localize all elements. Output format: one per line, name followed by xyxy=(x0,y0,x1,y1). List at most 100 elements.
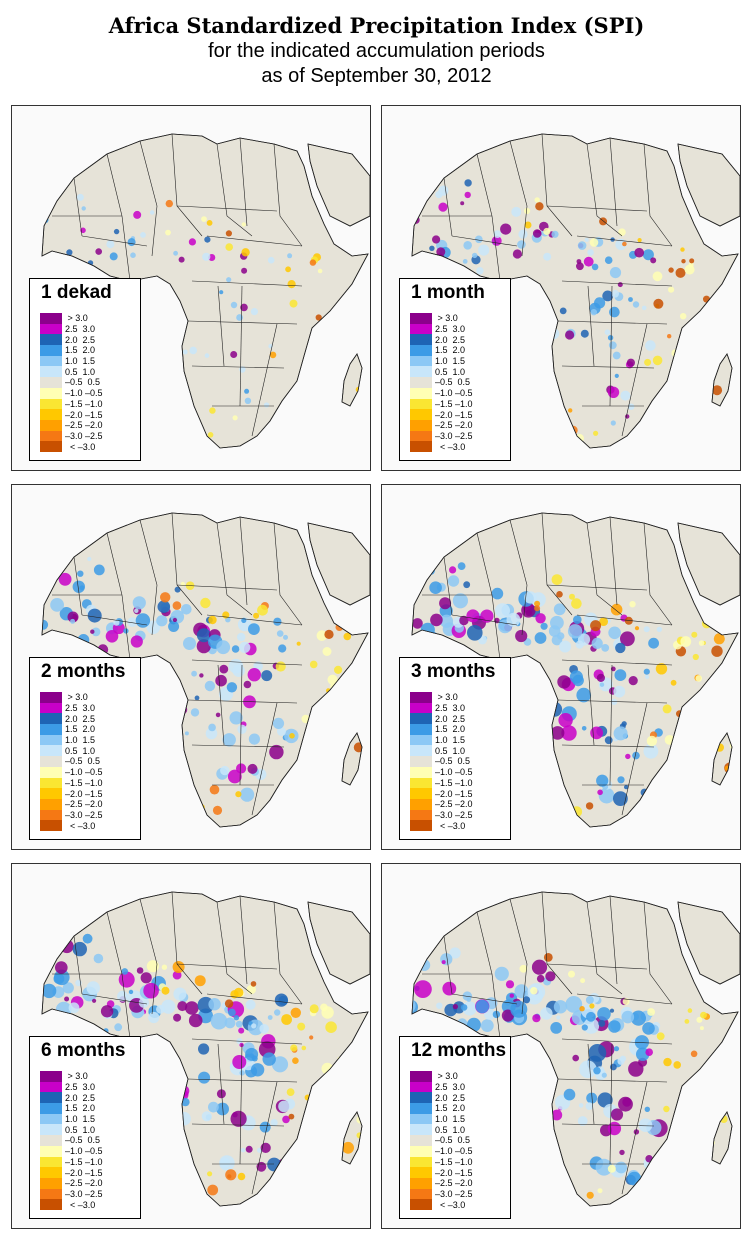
dry-anomaly-patch xyxy=(549,792,557,801)
dry-anomaly-patch xyxy=(180,581,186,587)
country-border xyxy=(191,1123,285,1127)
dry-anomaly-patch xyxy=(297,1022,306,1031)
legend-swatch xyxy=(410,419,432,431)
dry-anomaly-patch xyxy=(693,1102,703,1111)
country-border xyxy=(251,323,278,437)
legend-row: –3.0 –2.5 xyxy=(40,809,103,821)
spi-anomaly-layer xyxy=(412,930,728,1199)
wet-anomaly-patch xyxy=(283,634,288,640)
wet-anomaly-patch xyxy=(174,586,181,593)
legend-label: –3.0 –2.5 xyxy=(435,1188,473,1199)
country-border xyxy=(81,614,148,626)
legend-row: –1.0 –0.5 xyxy=(410,387,473,399)
coastline xyxy=(307,901,370,985)
wet-anomaly-patch xyxy=(64,637,75,648)
wet-anomaly-patch xyxy=(429,581,442,594)
legend-swatch xyxy=(40,713,62,725)
wet-anomaly-patch xyxy=(233,1015,240,1021)
wet-anomaly-patch xyxy=(79,1025,86,1032)
title-line-2: for the indicated accumulation periods xyxy=(208,40,545,62)
dry-anomaly-patch xyxy=(301,1045,307,1051)
legend-label: –2.0 –1.5 xyxy=(65,1167,103,1178)
wet-anomaly-patch xyxy=(240,303,248,312)
dry-anomaly-patch xyxy=(668,286,675,293)
dry-anomaly-patch xyxy=(289,733,295,739)
wet-anomaly-patch xyxy=(615,238,627,251)
wet-anomaly-patch xyxy=(42,609,43,614)
legend-label: 0.5 1.0 xyxy=(65,1124,96,1135)
wet-anomaly-patch xyxy=(259,1121,271,1133)
wet-anomaly-patch xyxy=(551,230,559,238)
wet-anomaly-patch xyxy=(472,252,478,259)
wet-anomaly-patch xyxy=(559,640,572,653)
legend-row: –2.5 –2.0 xyxy=(40,419,103,431)
wet-anomaly-patch xyxy=(68,1002,80,1014)
spi-anomaly-layer xyxy=(42,193,370,438)
dry-anomaly-patch xyxy=(208,615,217,625)
country-border xyxy=(576,235,673,247)
legend-row: 0.5 1.0 xyxy=(410,366,473,378)
wet-anomaly-patch xyxy=(466,609,480,623)
wet-anomaly-patch xyxy=(198,1043,210,1055)
legend-label: < –3.0 xyxy=(65,441,96,452)
wet-anomaly-patch xyxy=(173,250,179,256)
legend-label: > 3.0 xyxy=(435,313,458,324)
legend-swatch xyxy=(410,1135,432,1146)
dry-anomaly-patch xyxy=(366,262,370,267)
wet-anomaly-patch xyxy=(148,1011,160,1024)
legend-row: –1.5 –1.0 xyxy=(410,777,473,789)
dry-anomaly-patch xyxy=(629,601,636,608)
dry-anomaly-patch xyxy=(346,619,357,629)
wet-anomaly-patch xyxy=(267,256,275,264)
dry-anomaly-patch xyxy=(530,987,538,995)
legend-swatch xyxy=(410,323,432,335)
legend-label: –2.0 –1.5 xyxy=(65,788,103,799)
wet-anomaly-patch xyxy=(220,765,230,776)
wet-anomaly-patch xyxy=(128,989,134,995)
wet-anomaly-patch xyxy=(588,1044,607,1062)
wet-anomaly-patch xyxy=(494,966,509,981)
wet-anomaly-patch xyxy=(495,603,510,619)
legend-swatch xyxy=(40,1103,62,1114)
legend-label: –0.5 0.5 xyxy=(435,756,471,767)
legend-label: –3.0 –2.5 xyxy=(435,809,473,820)
wet-anomaly-patch xyxy=(620,631,635,647)
legend-row: 2.5 3.0 xyxy=(410,323,473,335)
wet-anomaly-patch xyxy=(215,674,227,687)
dry-anomaly-patch xyxy=(622,241,627,247)
dry-anomaly-patch xyxy=(655,663,668,675)
wet-anomaly-patch xyxy=(243,680,252,689)
dry-anomaly-patch xyxy=(585,802,594,810)
dry-anomaly-patch xyxy=(710,1140,715,1145)
coastline xyxy=(711,1111,733,1165)
wet-anomaly-patch xyxy=(113,619,120,626)
legend-label: 2.0 2.5 xyxy=(435,713,466,724)
legend-row: > 3.0 xyxy=(40,692,103,703)
legend-label: –1.5 –1.0 xyxy=(65,1156,103,1167)
wet-anomaly-patch xyxy=(269,744,284,760)
legend-swatch xyxy=(40,430,62,442)
accumulation-period-label: 2 months xyxy=(41,661,126,682)
country-border xyxy=(576,614,673,626)
wet-anomaly-patch xyxy=(586,1092,598,1104)
dry-anomaly-patch xyxy=(713,688,719,695)
wet-anomaly-patch xyxy=(92,998,97,1003)
legend-row: –0.5 0.5 xyxy=(410,1135,473,1146)
wet-anomaly-patch xyxy=(610,1063,617,1071)
wet-anomaly-patch xyxy=(610,420,616,426)
country-border xyxy=(191,1038,303,1045)
legend-label: 0.5 1.0 xyxy=(65,745,96,756)
wet-anomaly-patch xyxy=(506,612,521,627)
wet-anomaly-patch xyxy=(202,252,211,261)
dry-anomaly-patch xyxy=(357,1000,364,1008)
country-border xyxy=(609,1043,613,1165)
wet-anomaly-patch xyxy=(648,637,659,649)
country-border xyxy=(176,963,278,970)
wet-anomaly-patch xyxy=(573,615,582,624)
legend-row: –1.0 –0.5 xyxy=(40,1145,103,1157)
legend-label: –3.0 –2.5 xyxy=(65,430,103,441)
wet-anomaly-patch xyxy=(565,996,583,1013)
dry-anomaly-patch xyxy=(172,601,182,610)
legend-label: 0.5 1.0 xyxy=(435,1124,466,1135)
legend-swatch xyxy=(410,745,432,757)
